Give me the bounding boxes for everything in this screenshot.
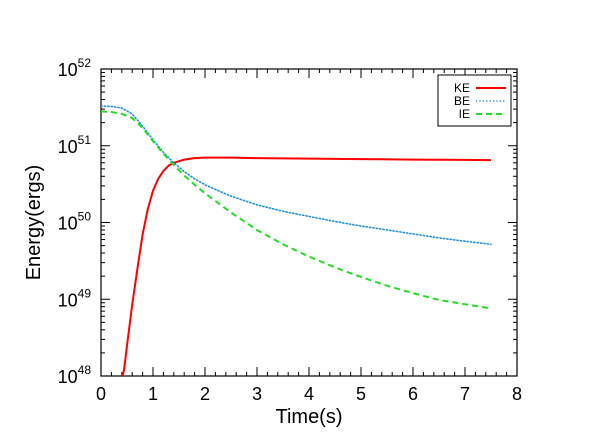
y-tick-label: 1052 (58, 56, 92, 80)
x-tick-label: 4 (304, 384, 314, 404)
y-tick-base: 10 (58, 60, 78, 80)
x-tick-label: 0 (96, 384, 106, 404)
y-tick-base: 10 (58, 290, 78, 310)
x-tick-label: 8 (512, 384, 522, 404)
legend-label-ke: KE (454, 81, 470, 95)
x-tick-label: 3 (252, 384, 262, 404)
y-tick-exponent: 49 (78, 286, 92, 300)
x-axis-title: Time(s) (275, 406, 342, 428)
y-tick-label: 1050 (58, 210, 92, 234)
x-tick-label: 1 (148, 384, 158, 404)
series-line-ke (121, 156, 492, 376)
legend-label-ie: IE (459, 107, 470, 121)
y-tick-label: 1049 (58, 286, 92, 310)
legend-label-be: BE (454, 94, 470, 108)
y-tick-label: 1051 (58, 133, 92, 157)
series-group (101, 105, 492, 376)
y-tick-label: 1048 (58, 363, 92, 387)
x-tick-label: 2 (200, 384, 210, 404)
y-tick-base: 10 (58, 214, 78, 234)
x-tick-label: 7 (460, 384, 470, 404)
series-line-be (101, 105, 492, 246)
series-line-ie (101, 110, 492, 310)
y-tick-exponent: 48 (78, 363, 92, 377)
x-tick-label: 6 (408, 384, 418, 404)
x-tick-label: 5 (356, 384, 366, 404)
y-tick-base: 10 (58, 367, 78, 387)
legend-box (437, 74, 512, 127)
y-axis-title: Energy(ergs) (23, 165, 45, 281)
y-tick-exponent: 51 (78, 133, 92, 147)
y-tick-exponent: 50 (78, 210, 92, 224)
y-tick-exponent: 52 (78, 56, 92, 70)
y-tick-base: 10 (58, 137, 78, 157)
